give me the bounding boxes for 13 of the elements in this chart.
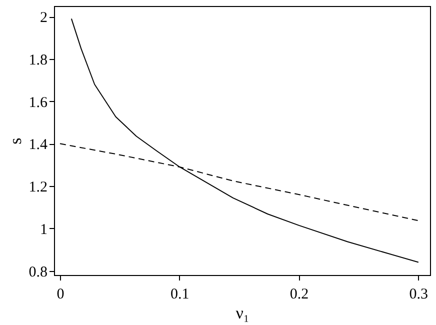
- y-axis-title: s: [6, 138, 25, 144]
- y-tick-label: 1.6: [28, 94, 48, 111]
- y-tick-label: 1.2: [28, 180, 48, 196]
- x-tick-label: 0.3: [409, 286, 428, 302]
- y-tick-label: 0.8: [28, 264, 48, 280]
- x-tick-label: 0.1: [170, 286, 190, 302]
- y-tick-label: 2: [40, 10, 48, 26]
- x-tick-label: 0: [56, 286, 64, 302]
- y-tick-label: 1: [40, 222, 48, 238]
- x-tick-label: 0.2: [290, 286, 309, 302]
- y-tick-label: 1.8: [28, 52, 48, 68]
- y-tick-label: 1.4: [28, 137, 48, 154]
- x-axis-title: ν₁: [236, 304, 250, 322]
